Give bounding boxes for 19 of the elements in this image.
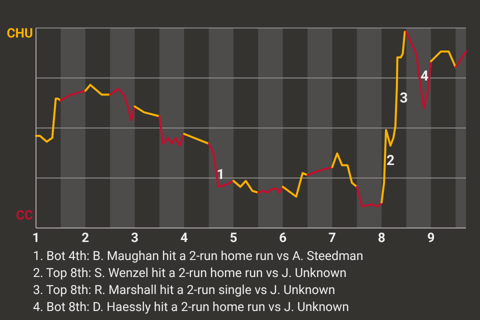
annotation: 4: [420, 68, 429, 85]
x-tick-label: 6: [279, 231, 288, 246]
x-tick-label: 1: [32, 231, 40, 246]
x-tick-label: 5: [230, 231, 238, 246]
text: 2. Top 8th: S. Wenzel hit a 2-run home run vs J. Unknown: [33, 266, 347, 281]
text: CC: [16, 208, 34, 224]
annotation: 2: [386, 153, 394, 170]
x-tick-label: 4: [180, 231, 188, 246]
annotation: 1: [216, 166, 225, 183]
text: 4. Bot 8th: D. Haessly hit a 2-run home run vs J. Unknown: [33, 300, 350, 315]
x-tick-label: 7: [328, 231, 336, 246]
x-tick-label: 9: [427, 231, 435, 246]
text: 3. Top 8th: R. Marshall hit a 2-run single vs J. Unknown: [33, 283, 336, 298]
x-tick-label: 3: [131, 231, 138, 246]
x-tick-label: 2: [82, 231, 90, 246]
text: CHU: [6, 26, 33, 42]
annotation: 3: [400, 90, 408, 106]
text: 1. Bot 4th: B. Maughan hit a 2-run home run vs A. Steedman: [33, 249, 364, 264]
x-tick-label: 8: [378, 231, 386, 246]
